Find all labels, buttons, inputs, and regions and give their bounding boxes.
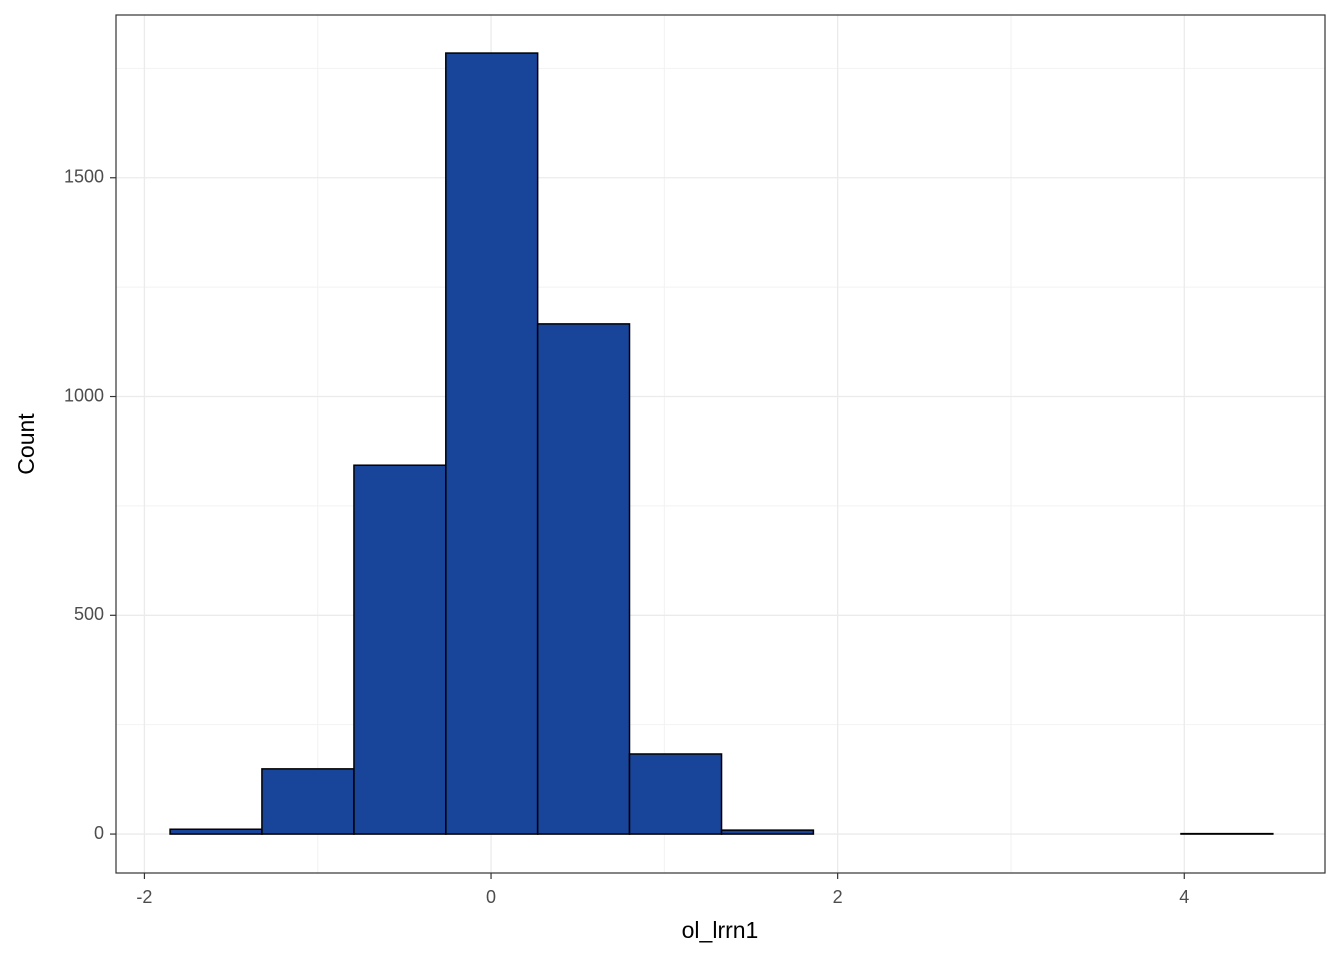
x-axis-title: ol_lrrn1 [682,917,759,943]
bar [261,768,355,835]
y-tick-label: 1000 [64,385,104,405]
panel-border [115,14,1326,874]
y-axis-title: Count [13,413,39,475]
y-tick-label: 0 [94,823,104,843]
x-tick-label: 4 [1179,887,1189,907]
bars [169,52,1274,835]
bar [169,828,263,835]
bar [628,753,723,835]
bar [353,464,447,835]
x-tick-label: -2 [136,887,152,907]
bar [536,323,631,835]
y-tick-label: 1500 [64,167,104,187]
x-tick-label: 2 [833,887,843,907]
bar [720,829,815,835]
x-tick-label: 0 [486,887,496,907]
y-tick-label: 500 [74,604,104,624]
ticks: -2 0 2 4 0 500 1000 1500 [64,167,1189,907]
bar [445,52,539,835]
